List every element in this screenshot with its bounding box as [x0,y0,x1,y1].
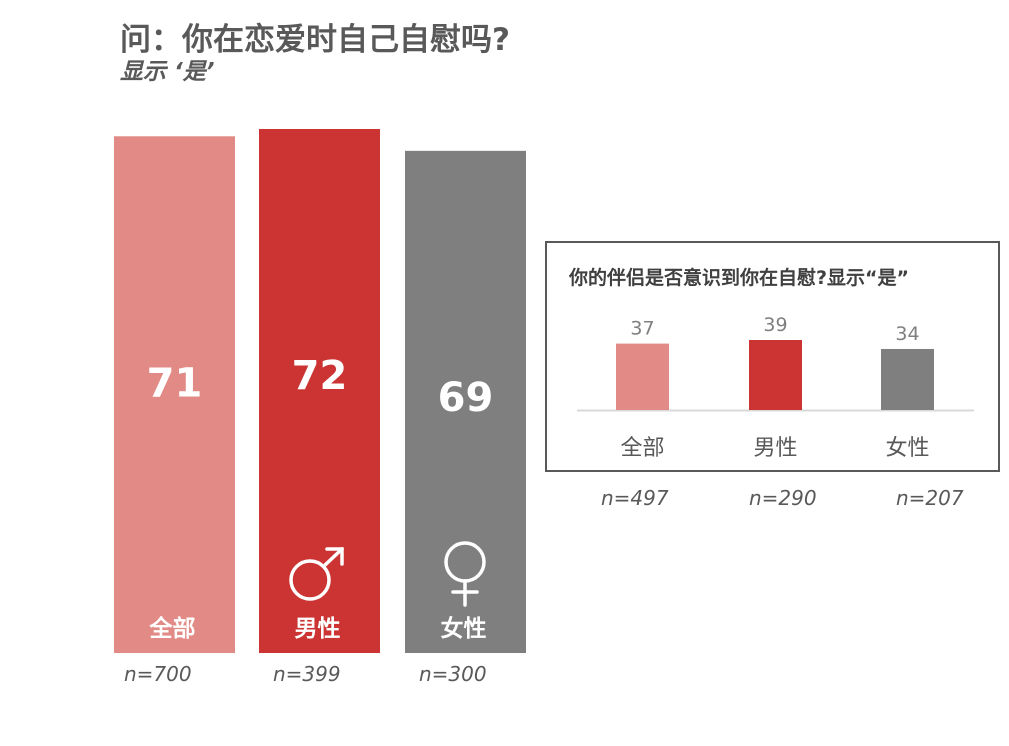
bar-value-label-0: 71 [147,360,203,406]
inset-category-label-0: 全部 [620,436,664,461]
bar-2 [405,150,526,654]
inset-chart-title: 你的伴侣是否意识到你在自慰?显示“是” [569,267,909,289]
male-symbol-icon [289,547,344,601]
chart-title: 问：你在恋爱时自己自慰吗? [120,22,510,58]
inset-chart-frame: 你的伴侣是否意识到你在自慰?显示“是” [545,241,1000,472]
sample-size-0: n=700 [124,662,192,686]
bar-category-label-1: 男性 [295,616,341,642]
inset-value-label-1: 39 [763,314,787,336]
inset-category-label-2: 女性 [885,436,929,461]
bar-value-label-2: 69 [438,375,494,421]
inset-sample-size-1: n=290 [749,486,817,510]
sample-size-1: n=399 [273,662,341,686]
inset-bar-2 [881,348,934,410]
bar-category-label-2: 女性 [441,615,487,642]
bar-1 [259,129,380,653]
inset-bar-0 [616,343,669,410]
inset-sample-size-0: n=497 [601,486,669,510]
chart-subtitle: 显示 ‘是’ [120,59,215,85]
bar-0 [114,136,235,653]
sample-size-2: n=300 [419,662,487,686]
inset-bar-1 [749,340,802,410]
bar-category-label-0: 全部 [149,615,196,642]
inset-category-label-1: 男性 [753,436,797,461]
bar-value-label-1: 72 [292,353,348,399]
female-symbol-icon [444,541,486,607]
inset-value-label-0: 37 [630,318,654,340]
inset-value-label-2: 34 [895,323,919,345]
inset-sample-size-2: n=207 [896,486,964,510]
